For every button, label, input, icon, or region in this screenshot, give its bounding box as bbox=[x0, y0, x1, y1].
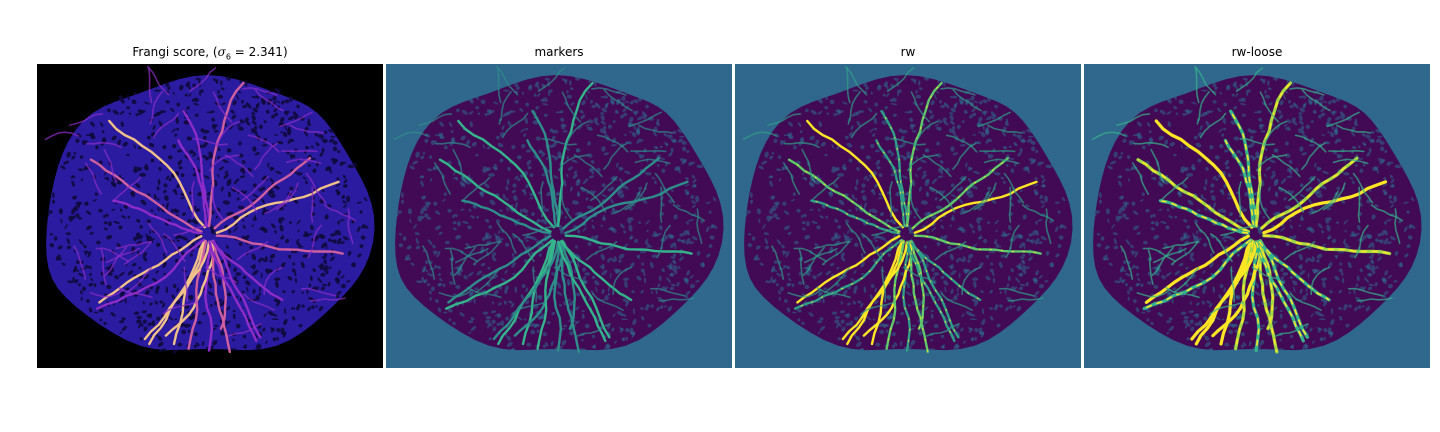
rw-loose-image bbox=[1084, 64, 1430, 368]
vessel-network bbox=[1091, 66, 1404, 354]
rw-title: rw bbox=[900, 45, 916, 59]
frangi-score-image bbox=[37, 64, 383, 368]
frangi-title: Frangi score, (σ6 = 2.341) bbox=[132, 45, 288, 62]
vessel-network bbox=[44, 66, 357, 354]
vessel-network bbox=[393, 66, 706, 354]
markers-title: markers bbox=[534, 45, 584, 59]
rw-loose-title: rw-loose bbox=[1231, 45, 1283, 59]
markers-image bbox=[386, 64, 732, 368]
vessel-network bbox=[742, 66, 1055, 354]
rw-image bbox=[735, 64, 1081, 368]
